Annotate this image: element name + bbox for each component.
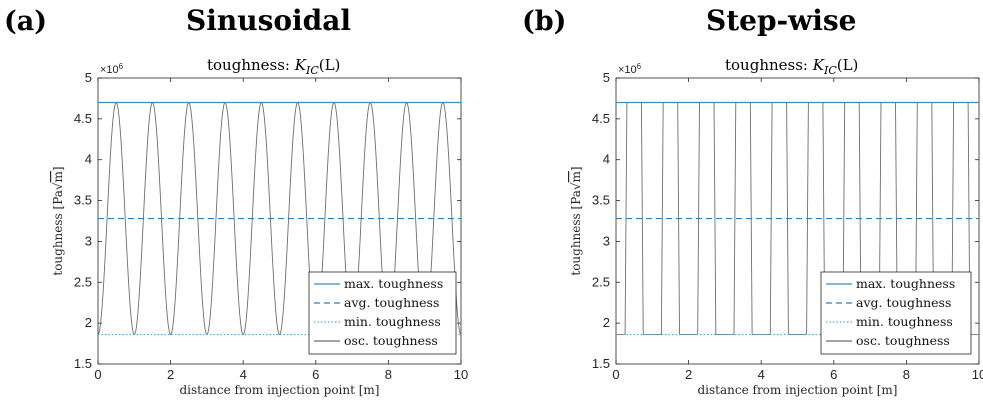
x-tick-label: 6 (830, 367, 837, 382)
y-axis-label: toughness [Pa√m] (51, 166, 65, 275)
x-tick-label: 6 (312, 367, 319, 382)
legend: max. toughness avg. toughness min. toughne… (820, 271, 972, 355)
x-tick-label: 4 (240, 367, 247, 382)
y-tick-label: 1.5 (592, 356, 610, 371)
y-tick-label: 1.5 (74, 356, 92, 371)
x-tick-label: 8 (903, 367, 910, 382)
x-axis-label: distance from injection point [m] (697, 383, 897, 397)
legend-box (308, 271, 457, 355)
legend-entry: osc. toughness (344, 333, 438, 348)
panel-letter: (a) (4, 6, 47, 37)
legend-entry: avg. toughness (856, 295, 951, 310)
y-tick-label: 3 (85, 233, 92, 248)
panel-heading: Step-wise (706, 4, 857, 37)
plot-title: toughness: KIC(L) (207, 56, 340, 77)
panel-a: (a) Sinusoidal toughness: KIC(L) 1.5 2 2.5 3 3.… (4, 4, 468, 397)
x-tick-label: 10 (972, 367, 983, 382)
legend-entry: max. toughness (856, 276, 955, 291)
legend-box (820, 271, 972, 355)
y-tick-label: 3.5 (74, 193, 92, 208)
y-tick-label: 2.5 (74, 274, 92, 289)
y-tick-label: 3 (603, 233, 610, 248)
y-tick-label: 5 (85, 70, 92, 85)
axes-box (97, 77, 462, 365)
y-axis-label: toughness [Pa√m] (569, 166, 583, 275)
y-tick-label: 5 (603, 70, 610, 85)
legend-entry: min. toughness (856, 314, 953, 329)
plot-title: toughness: KIC(L) (725, 56, 858, 77)
panel-letter: (b) (522, 6, 566, 37)
x-tick-label: 2 (167, 367, 174, 382)
panel-b: (b) Step-wise toughness: KIC(L) 1.5 2 2.5 3 3.5… (522, 4, 983, 397)
y-tick-label: 4 (603, 152, 610, 167)
series-osc-toughness (98, 101, 461, 336)
x-tick-label: 10 (454, 367, 468, 382)
y-exponent: ×106 (100, 62, 124, 76)
x-tick-label: 2 (685, 367, 692, 382)
legend-entry: min. toughness (344, 314, 441, 329)
y-tick-label: 4.5 (74, 111, 92, 126)
y-tick-label: 4.5 (592, 111, 610, 126)
x-axis-label: distance from injection point [m] (179, 383, 379, 397)
axes-box (615, 77, 980, 365)
x-tick-label: 0 (612, 367, 619, 382)
y-exponent: ×106 (618, 62, 642, 76)
legend-entry: max. toughness (344, 276, 443, 291)
panel-heading: Sinusoidal (186, 4, 351, 37)
legend: max. toughness avg. toughness min. toughne… (308, 271, 457, 355)
y-tick-label: 4 (85, 152, 92, 167)
legend-entry: avg. toughness (344, 295, 439, 310)
y-tick-label: 2 (85, 315, 92, 330)
y-tick-label: 2 (603, 315, 610, 330)
x-tick-label: 0 (94, 367, 101, 382)
x-tick-label: 8 (385, 367, 392, 382)
x-tick-label: 4 (758, 367, 765, 382)
y-tick-label: 2.5 (592, 274, 610, 289)
legend-entry: osc. toughness (856, 333, 950, 348)
y-tick-label: 3.5 (592, 193, 610, 208)
